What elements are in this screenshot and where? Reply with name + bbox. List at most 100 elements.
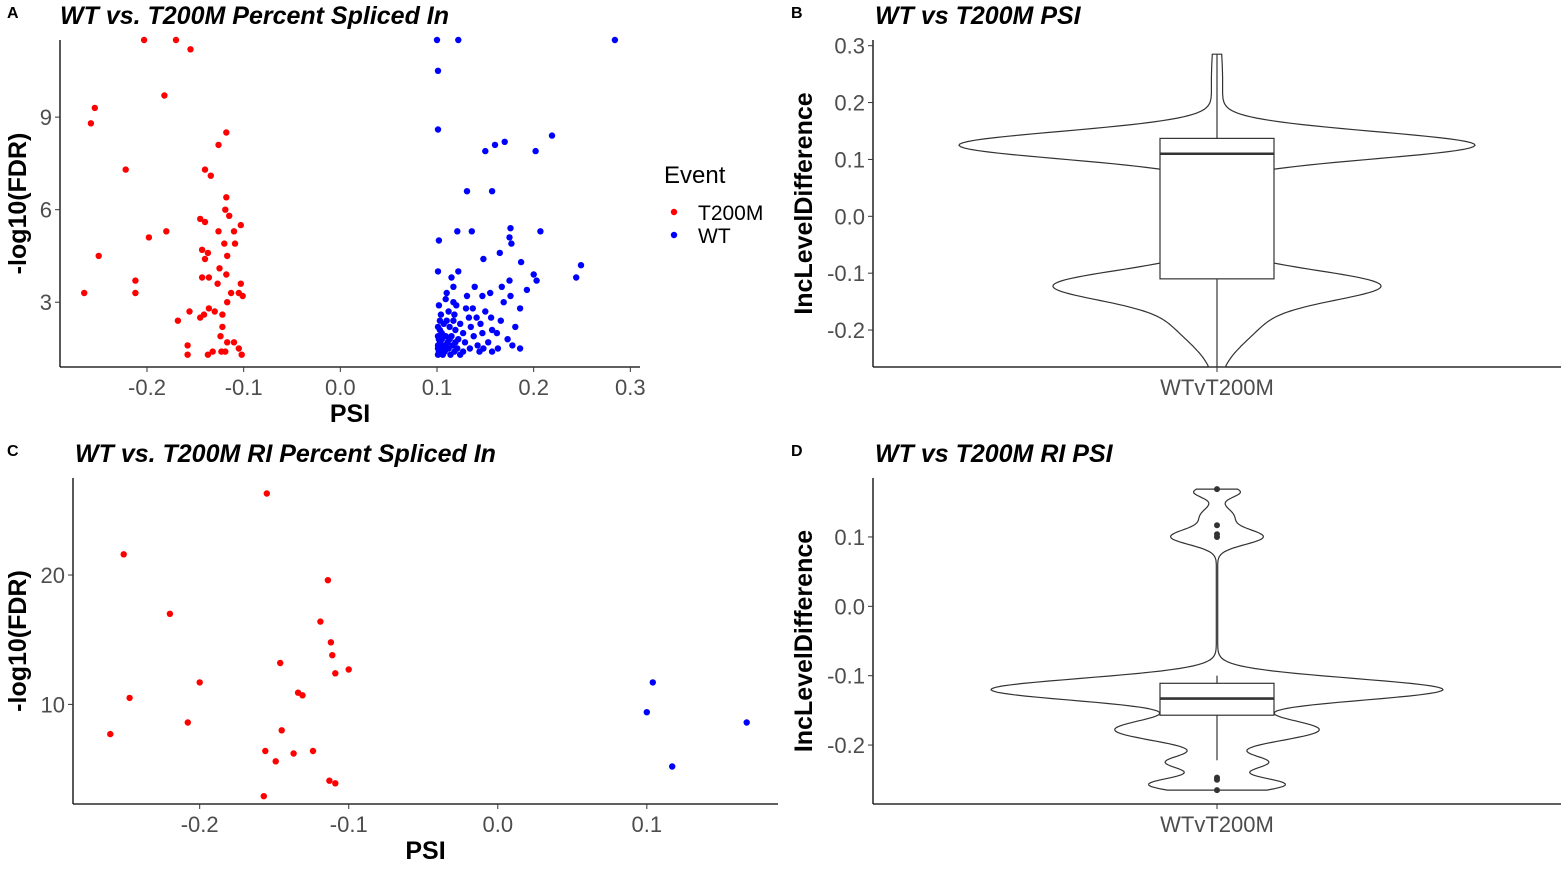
panel-a-point-wt <box>450 317 457 324</box>
panel-c-x-tick-label: 0.0 <box>482 812 513 837</box>
panel-a-point-t200m <box>132 277 139 284</box>
panel-a-point-wt <box>530 271 537 278</box>
legend-title: Event <box>664 162 726 189</box>
panel-a-point-wt <box>453 302 460 309</box>
panel-a-point-t200m <box>219 323 226 331</box>
legend: Event T200M WT <box>664 162 763 248</box>
panel-c-point-t200m <box>278 727 285 734</box>
panel-a-point-t200m <box>231 240 239 247</box>
panel-a-point-wt <box>466 345 474 352</box>
panel-a-x-tick-label: -0.2 <box>128 375 166 400</box>
panel-title-b: WT vs T200M PSI <box>875 2 1081 30</box>
panel-b-y-tick-label: 0.0 <box>834 204 865 229</box>
panel-a-point-wt <box>457 320 464 327</box>
panel-c-point-t200m <box>299 692 306 699</box>
panel-a-point-wt <box>532 147 539 155</box>
panel-c-point-t200m <box>324 577 332 584</box>
panel-a-point-wt <box>496 249 503 257</box>
panel-a-point-wt <box>509 342 516 349</box>
panel-a-point-wt <box>452 339 459 346</box>
panel-a-point-wt <box>537 228 544 235</box>
panel-c-point-wt <box>643 709 650 716</box>
panel-a-point-wt <box>445 308 452 315</box>
panel-d-plot: -0.2 -0.1 0.0 0.1 WTvT200M IncLevelDifference <box>790 478 1561 837</box>
panel-a-x-tick-label: 0.0 <box>325 375 356 400</box>
panel-a-point-t200m <box>211 308 218 315</box>
panel-a-y-tick-label: 6 <box>40 198 52 223</box>
panel-d-y-tick-label: -0.1 <box>827 664 865 689</box>
panel-a-point-t200m <box>224 252 231 260</box>
panel-a-x-tick-label: 0.3 <box>615 375 646 400</box>
panel-a-point-t200m <box>230 228 238 235</box>
panel-a-point-wt <box>516 305 524 312</box>
panel-a-point-t200m <box>140 36 148 44</box>
panel-a-point-t200m <box>95 252 102 260</box>
panel-a-point-wt <box>435 302 443 309</box>
panel-c-point-t200m <box>262 747 269 755</box>
panel-a-point-t200m <box>221 240 228 247</box>
panel-a-point-wt <box>443 317 450 324</box>
panel-a-point-wt <box>487 314 495 321</box>
panel-a-point-wt <box>469 305 476 312</box>
panel-a-point-t200m <box>209 348 216 355</box>
panel-c-y-tick-label: 20 <box>41 563 65 588</box>
panel-a-point-wt <box>450 283 457 290</box>
panel-a-point-wt <box>448 274 455 281</box>
panel-a-point-t200m <box>235 345 242 352</box>
panel-a-point-wt <box>507 225 514 232</box>
panel-b-y-tick-label: 0.3 <box>834 34 865 59</box>
panel-a-point-t200m <box>81 289 88 297</box>
panel-d-y-axis-title: IncLevelDifference <box>790 530 818 752</box>
panel-a-point-wt <box>506 234 513 241</box>
panel-c-point-t200m <box>326 777 333 784</box>
legend-marker-wt <box>670 231 678 239</box>
panel-a-point-t200m <box>227 289 235 297</box>
panel-a-point-t200m <box>161 92 168 99</box>
panel-c-y-tick-label: 10 <box>41 692 65 717</box>
panel-a-point-t200m <box>184 342 191 349</box>
panel-a-point-wt <box>477 320 484 327</box>
panel-a-point-wt <box>476 348 483 355</box>
panel-a-point-wt <box>506 277 513 284</box>
panel-a-point-t200m <box>197 314 204 321</box>
legend-marker-t200m <box>670 208 678 216</box>
panel-a-point-wt <box>473 314 480 321</box>
panel-a-point-wt <box>482 308 489 315</box>
panel-c-x-tick-label: 0.1 <box>632 812 663 837</box>
panel-a-point-t200m <box>187 46 194 53</box>
panel-a-point-wt <box>434 268 442 275</box>
panel-title-c: WT vs. T200M RI Percent Spliced In <box>75 440 496 468</box>
panel-a-point-wt <box>435 237 443 244</box>
panel-a-point-wt <box>438 329 445 337</box>
panel-a-point-wt <box>488 188 496 195</box>
panel-a-point-wt <box>434 351 442 358</box>
panel-a-point-t200m <box>122 166 129 173</box>
panel-letter-a: A <box>7 5 19 22</box>
panel-a-point-t200m <box>172 36 180 44</box>
panel-a-point-wt <box>442 295 449 303</box>
panel-d-outlier-point <box>1214 486 1220 493</box>
panel-a-point-wt <box>446 323 453 331</box>
legend-label-wt: WT <box>698 225 731 248</box>
panel-a-point-wt <box>434 126 442 133</box>
panel-a-point-wt <box>474 342 481 349</box>
panel-c-point-t200m <box>263 490 270 497</box>
panel-c-x-tick-label: -0.1 <box>330 812 368 837</box>
panel-c-x-axis-title: PSI <box>405 837 445 865</box>
panel-a-point-wt <box>447 351 454 358</box>
panel-a-plot: -0.2 -0.1 0.0 0.1 0.2 0.3 3 6 9 PSI -log10(FDR) <box>4 36 646 428</box>
panel-a-point-wt <box>433 36 441 44</box>
panel-a-point-wt <box>439 351 446 358</box>
panel-a-point-wt <box>461 339 469 346</box>
panel-a-point-wt <box>471 283 478 290</box>
panel-a-point-t200m <box>215 228 222 235</box>
panel-a-point-wt <box>470 333 477 340</box>
panel-d-outlier-point <box>1214 776 1220 783</box>
panel-c-point-t200m <box>196 679 203 686</box>
panel-a-point-t200m <box>174 317 182 324</box>
panel-letter-b: B <box>791 5 803 22</box>
panel-c-point-wt <box>669 763 676 770</box>
panel-c-point-t200m <box>272 758 279 765</box>
panel-a-point-t200m <box>132 289 139 297</box>
